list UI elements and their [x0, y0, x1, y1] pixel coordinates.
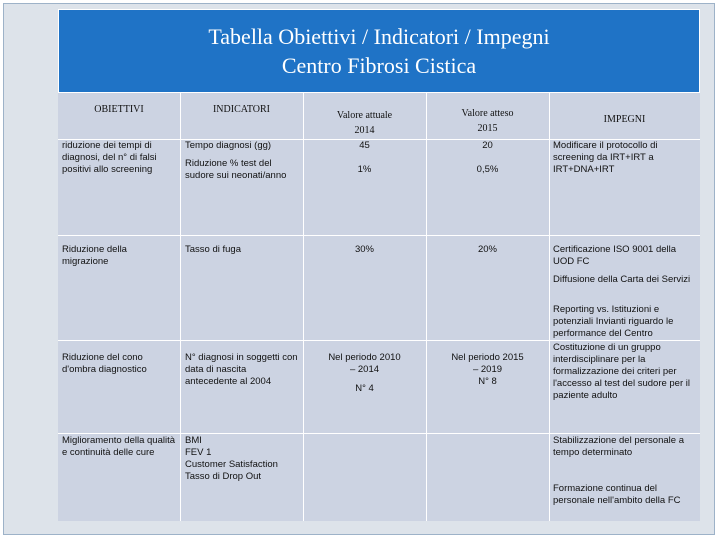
header-valore-attuale-label: Valore attuale: [336, 110, 393, 121]
header-valore-atteso-label: Valore atteso: [461, 108, 514, 119]
row-divider: [58, 235, 700, 236]
col-divider: [180, 93, 181, 521]
row3-indicatore: N° diagnosi in soggetti con data di nasc…: [185, 352, 298, 387]
row2-atteso: 20%: [477, 244, 497, 255]
col-divider: [303, 93, 304, 521]
row2-impegno-3: Reporting vs. Istituzioni e potenziali I…: [553, 304, 674, 339]
row1-attuale-1: 45: [359, 140, 370, 151]
title-banner: Tabella Obiettivi / Indicatori / Impegni…: [58, 9, 700, 93]
row4-impegno-1: Stabilizzazione del personale a tempo de…: [553, 435, 684, 458]
header-impegni: IMPEGNI: [603, 114, 646, 125]
row1-atteso-2: 0,5%: [476, 164, 499, 175]
row3-obiettivo: Riduzione del cono d'ombra diagnostico: [62, 352, 147, 375]
row-divider: [58, 433, 700, 434]
row3-atteso-2: N° 8: [478, 376, 497, 387]
col-divider: [426, 93, 427, 521]
row4-indicatore-3: Customer Satisfaction: [185, 459, 278, 470]
header-valore-attuale-year: 2014: [354, 125, 375, 136]
row2-attuale: 30%: [354, 244, 374, 255]
row2-indicatore: Tasso di fuga: [185, 244, 241, 255]
row2-obiettivo: Riduzione della migrazione: [62, 244, 127, 267]
row4-indicatore-2: FEV 1: [185, 447, 212, 458]
title-line-2: Centro Fibrosi Cistica: [281, 53, 477, 78]
row3-atteso-1: Nel periodo 2015 – 2019: [451, 352, 524, 375]
row2-impegno-2: Diffusione della Carta dei Servizi: [553, 274, 691, 285]
header-valore-attuale: Valore attuale 2014: [303, 108, 426, 154]
header-indicatori: INDICATORI: [212, 104, 271, 115]
row1-impegno: Modificare il protocollo di screening da…: [553, 140, 658, 175]
objectives-table: OBIETTIVI INDICATORI Valore attuale 2014…: [58, 93, 700, 521]
row-divider: [58, 139, 700, 140]
row1-obiettivo: riduzione dei tempi di diagnosi, del n° …: [62, 140, 157, 175]
row1-attuale-2: 1%: [357, 164, 372, 175]
row4-impegno-2: Formazione continua del personale nell'a…: [553, 483, 681, 506]
col-divider: [549, 93, 550, 521]
row3-attuale-1: Nel periodo 2010 – 2014: [328, 352, 401, 375]
row-divider: [58, 340, 700, 341]
row1-indicatore-1: Tempo diagnosi (gg): [185, 140, 272, 151]
header-valore-atteso: Valore atteso 2015: [426, 106, 549, 152]
row4-indicatore-1: BMI: [185, 435, 202, 446]
row1-indicatore-2: Riduzione % test del sudore sui neonati/…: [185, 158, 287, 181]
header-valore-atteso-year: 2015: [477, 123, 498, 134]
row2-impegno-1: Certificazione ISO 9001 della UOD FC: [553, 244, 677, 267]
row1-atteso-1: 20: [482, 140, 493, 151]
title-line-1: Tabella Obiettivi / Indicatori / Impegni: [208, 24, 550, 49]
row3-attuale-2: N° 4: [355, 383, 374, 394]
row4-obiettivo: Miglioramento della qualità e continuità…: [62, 435, 176, 458]
row4-indicatore-4: Tasso di Drop Out: [185, 471, 262, 482]
row3-impegno: Costituzione di un gruppo interdisciplin…: [553, 342, 690, 401]
header-obiettivi: OBIETTIVI: [94, 104, 144, 115]
